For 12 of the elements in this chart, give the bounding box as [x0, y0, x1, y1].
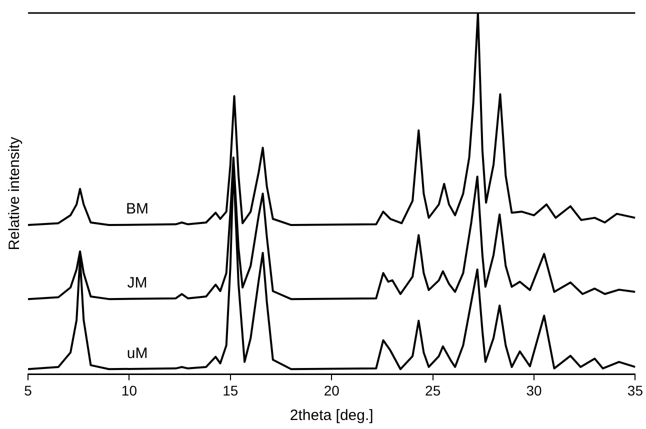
x-tick-label: 20 — [324, 382, 340, 398]
x-axis-title: 2theta [deg.] — [290, 407, 374, 424]
x-tick-label: 25 — [425, 382, 441, 398]
x-tick-label: 30 — [526, 382, 542, 398]
x-tick-label: 5 — [24, 382, 32, 398]
series-label: JM — [127, 274, 148, 292]
y-axis-title: Relative intensity — [6, 136, 24, 250]
x-tick-label: 15 — [222, 382, 238, 398]
x-tick-label: 10 — [121, 382, 138, 398]
series-label: BM — [126, 200, 149, 218]
series-label: uM — [126, 344, 148, 362]
x-tick-label: 35 — [627, 382, 644, 398]
